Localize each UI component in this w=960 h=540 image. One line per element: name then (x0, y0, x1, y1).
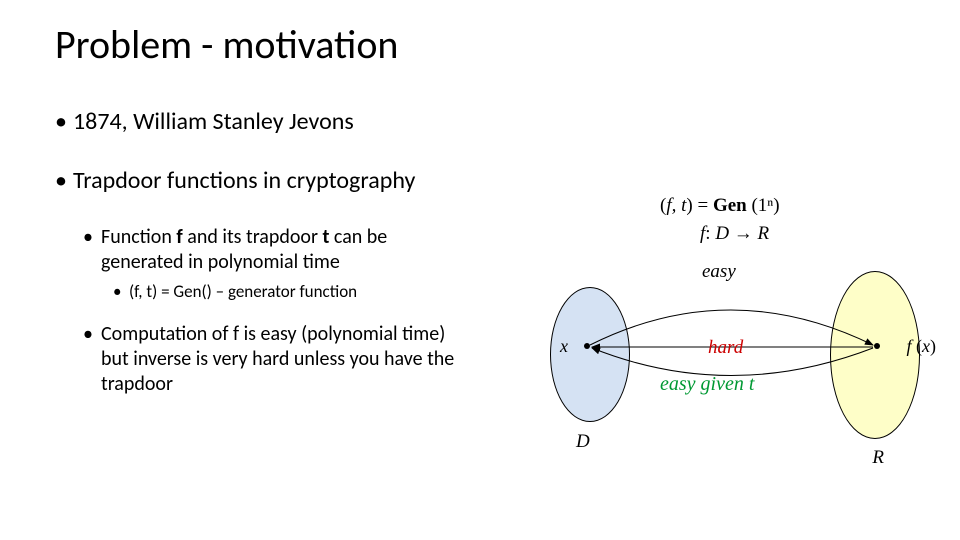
x: x (922, 336, 930, 356)
bullet-jevons: 1874, William Stanley Jevons (55, 107, 905, 136)
arrows-svg (540, 195, 930, 455)
label-easy-given: easy given t (660, 373, 754, 396)
label-domain: D (576, 431, 590, 453)
p: ( (912, 336, 923, 356)
label-hard: hard (708, 337, 743, 359)
text: and its trapdoor (183, 225, 323, 249)
label-fx: f (x) (906, 336, 936, 357)
trapdoor-diagram: (f, t) = Gen (1ⁿ) f: D → R x f (x) easy … (540, 195, 930, 455)
slide-title: Problem - motivation (55, 20, 905, 69)
bullet-trapdoor: Trapdoor functions in cryptography (55, 166, 905, 195)
text: Function (101, 225, 176, 249)
c: ) (930, 336, 936, 356)
bullet-function-gen: Function f and its trapdoor t can be gen… (83, 225, 463, 275)
bullet-computation: Computation of f is easy (polynomial tim… (83, 322, 463, 397)
slide: Problem - motivation 1874, William Stanl… (0, 0, 960, 540)
label-x: x (560, 336, 568, 357)
label-easy: easy (702, 261, 736, 283)
label-range: R (872, 447, 884, 469)
